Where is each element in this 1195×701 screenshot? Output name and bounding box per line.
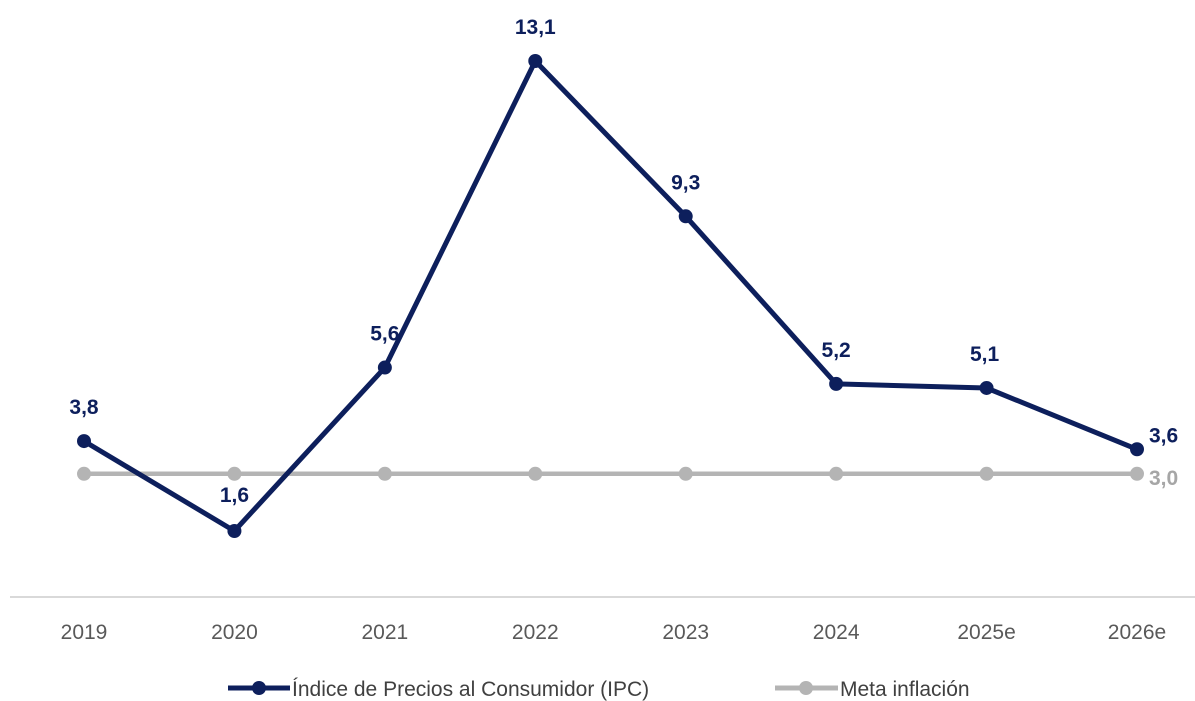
x-tick-labels: 2019 2020 2021 2022 2023 2024 2025e 2026e [61,621,1167,644]
x-tick-2022: 2022 [512,621,559,644]
series-line-ipc [82,58,1138,534]
x-tick-2019: 2019 [61,621,108,644]
point-ipc-2026e [1130,442,1145,457]
x-tick-2024: 2024 [813,621,860,644]
data-label-layer: 3,8 1,6 5,6 13,1 9,3 5,2 5,1 3,6 3,0 [69,16,1178,507]
point-ipc-2023 [678,209,693,224]
point-ipc-2025e [979,380,994,395]
x-tick-2025e: 2025e [957,621,1015,644]
legend-label-meta: Meta inflación [840,678,970,701]
x-tick-2020: 2020 [211,621,258,644]
data-label-ipc-2020: 1,6 [220,484,249,507]
x-tick-2026e: 2026e [1108,621,1166,644]
point-meta-2026e [1130,466,1145,481]
point-meta-2023 [678,466,693,481]
data-label-ipc-2022: 13,1 [515,16,556,39]
point-meta-2025e [979,466,994,481]
x-tick-2023: 2023 [662,621,709,644]
legend-label-ipc: Índice de Precios al Consumidor (IPC) [292,678,649,701]
point-ipc-2021 [377,360,392,375]
point-meta-2024 [829,466,844,481]
point-meta-2019 [77,466,91,481]
data-label-ipc-2025e: 5,1 [970,343,1000,366]
data-label-ipc-2024: 5,2 [822,339,851,362]
point-ipc-2024 [829,376,844,391]
data-label-ipc-2019: 3,8 [69,396,99,419]
legend[interactable]: Índice de Precios al Consumidor (IPC) Me… [228,678,970,701]
data-label-ipc-2026e: 3,6 [1149,424,1178,447]
data-label-ipc-2021: 5,6 [370,323,399,346]
point-meta-2021 [377,466,392,481]
legend-marker-meta [799,681,813,695]
x-tick-2021: 2021 [362,621,409,644]
legend-marker-ipc [252,681,266,695]
series-layer [77,54,1145,538]
data-label-ipc-2023: 9,3 [671,171,700,194]
point-ipc-2019 [77,434,91,449]
legend-item-meta[interactable]: Meta inflación [775,678,970,701]
data-label-meta-2026e: 3,0 [1149,467,1178,490]
point-meta-2020 [227,466,242,481]
point-ipc-2022 [528,54,543,68]
legend-item-ipc[interactable]: Índice de Precios al Consumidor (IPC) [228,678,649,701]
point-ipc-2020 [227,524,242,538]
point-meta-2022 [528,466,543,481]
